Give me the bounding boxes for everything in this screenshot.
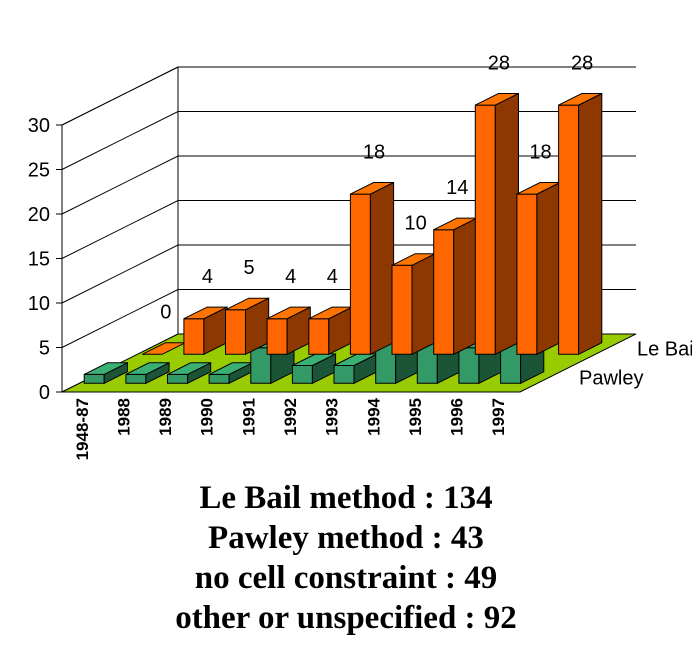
bar-front — [125, 373, 147, 384]
bar-front — [208, 373, 230, 384]
y-tick-label: 20 — [28, 204, 50, 226]
summary-le-bail: Le Bail method : 134 — [199, 480, 493, 516]
bar-front — [391, 264, 413, 355]
category-label: 1993 — [323, 398, 342, 436]
bar-side — [453, 217, 478, 356]
bar-top — [167, 362, 211, 375]
category-label: 1991 — [239, 398, 258, 436]
bars: 0 4 5 4 4 18 10 14 28 18 28 — [83, 52, 603, 385]
bar-pawley-1993 — [333, 353, 378, 385]
bar-side — [411, 252, 436, 356]
bar-side — [578, 92, 603, 356]
bar-le-bail-1995: 28 — [474, 52, 519, 356]
data-label: 18 — [529, 141, 551, 163]
bar-front — [474, 104, 496, 355]
bar-front — [167, 373, 188, 384]
data-label: 4 — [327, 266, 338, 288]
y-tick-label: 15 — [28, 249, 50, 271]
bar-side — [536, 181, 561, 356]
category-label: 1996 — [448, 398, 467, 436]
summary-no-cell-constraint: no cell constraint : 49 — [194, 560, 498, 596]
category-label: 1948-87 — [73, 398, 92, 460]
bar-le-bail-1989: 5 — [225, 257, 270, 356]
bar-pawley-1988 — [125, 361, 170, 385]
data-label: 4 — [285, 266, 296, 288]
summary-pawley: Pawley method : 43 — [208, 520, 484, 556]
bar-pawley-1948-87 — [83, 361, 128, 385]
bar-front — [558, 104, 580, 355]
category-label: 1994 — [364, 397, 383, 435]
bar-top — [350, 182, 394, 195]
bar-front — [333, 365, 355, 384]
bar-le-bail-1993: 10 — [391, 213, 436, 356]
bar-le-bail-1988: 4 — [183, 266, 228, 356]
bar-side — [369, 181, 395, 356]
bar-top — [83, 362, 128, 375]
series-label: Pawley — [579, 368, 643, 390]
data-label: 4 — [202, 266, 213, 288]
bar-le-bail-1992: 18 — [349, 141, 395, 356]
bar-top — [125, 362, 170, 375]
bar-front — [308, 318, 330, 355]
data-label: 18 — [363, 141, 385, 163]
category-label: 1992 — [281, 398, 300, 436]
bar-front — [183, 318, 205, 355]
bar-top — [183, 306, 228, 320]
bar-le-bail-1991: 4 — [308, 266, 353, 356]
category-label: 1990 — [198, 398, 217, 436]
bar-front — [291, 365, 313, 384]
data-label: 14 — [446, 177, 468, 199]
bar-front — [225, 309, 246, 355]
data-label: 5 — [244, 257, 255, 279]
bar-top — [266, 306, 311, 320]
data-label: 10 — [405, 213, 427, 235]
bar-pawley-1989 — [167, 361, 212, 385]
y-tick-label: 25 — [28, 160, 50, 182]
summary-block: Le Bail method : 134 Pawley method : 43 … — [0, 478, 692, 638]
data-label: 28 — [571, 52, 593, 74]
bar-le-bail-1948-87: 0 — [141, 302, 186, 355]
summary-other: other or unspecified : 92 — [175, 600, 517, 636]
bar-pawley-1991 — [250, 335, 295, 385]
category-label: 1988 — [114, 398, 133, 436]
data-label: 0 — [160, 302, 171, 324]
bar-top — [475, 93, 519, 106]
y-tick-label: 30 — [28, 115, 50, 137]
bar-le-bail-1990: 4 — [266, 266, 311, 356]
bar-top — [292, 353, 336, 366]
y-tick-label: 5 — [39, 338, 50, 360]
bar-front — [349, 193, 371, 355]
category-label: 1995 — [406, 398, 425, 436]
category-label: 1989 — [156, 398, 175, 436]
bar-front — [266, 318, 288, 355]
bar-front — [516, 193, 538, 355]
bar-top — [558, 93, 603, 106]
x-axis-category-labels: 1948-87 1988 1989 1990 1991 1992 1993 1994 1995 1… — [73, 397, 508, 460]
bar-le-bail-1996: 18 — [516, 141, 561, 356]
bar-front — [433, 229, 455, 355]
category-label: 1997 — [489, 398, 508, 436]
bar-pawley-1992 — [291, 353, 337, 385]
y-tick-label: 0 — [39, 382, 50, 404]
gridline — [61, 66, 636, 126]
y-tick-label: 10 — [28, 293, 50, 315]
bar-side — [494, 92, 519, 356]
series-label: Le Bail — [637, 339, 692, 361]
series-axis-labels: Le Bail Pawley — [579, 339, 692, 390]
bar-front — [83, 373, 105, 384]
bar-le-bail-1994: 14 — [433, 177, 478, 356]
y-axis-tick-labels: 0 5 10 15 20 25 30 — [28, 115, 50, 404]
bar-le-bail-1997: 28 — [558, 52, 603, 356]
bar-top — [225, 297, 269, 311]
data-label: 28 — [488, 52, 510, 74]
